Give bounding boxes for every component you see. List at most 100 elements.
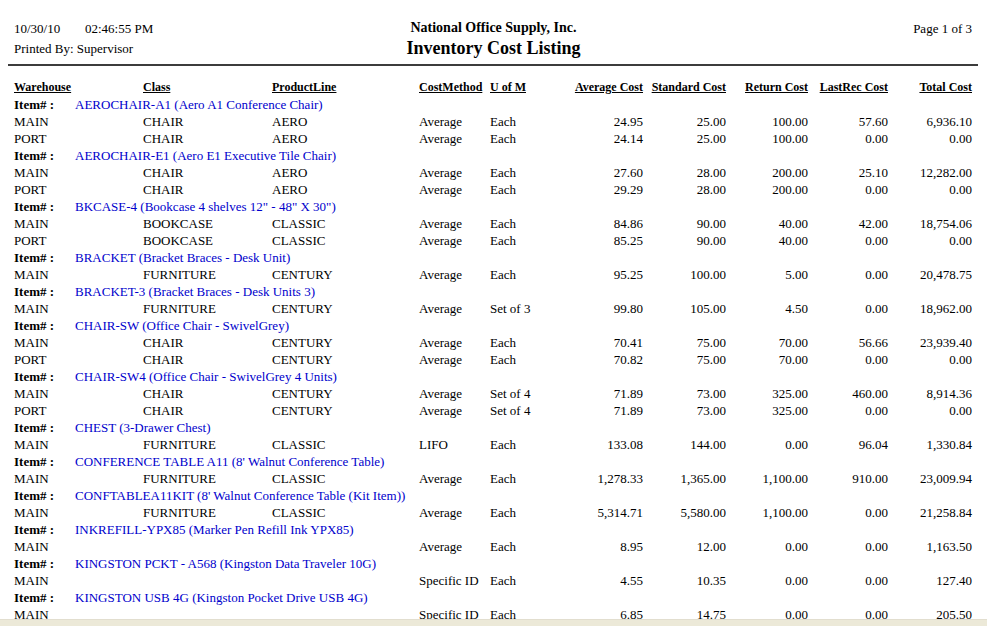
productline-cell: CENTURY [272,351,333,368]
warehouse-cell: PORT [14,130,46,147]
table-row: PORTCHAIRAEROAverageEach29.2928.00200.00… [0,181,987,198]
total-cost-cell: 20,478.75 [860,266,972,283]
column-header-row: Warehouse Class ProductLine CostMethod U… [0,79,987,96]
average-cost-cell: 24.14 [555,130,643,147]
standard-cost-cell: 100.00 [645,266,726,283]
average-cost-cell: 27.60 [555,164,643,181]
class-cell: CHAIR [143,181,183,198]
column-header-class: Class [143,79,170,96]
item-link[interactable]: CHEST (3-Drawer Chest) [75,419,211,436]
productline-cell: CENTURY [272,402,333,419]
average-cost-cell: 4.55 [555,572,643,589]
uofm-cell: Each [490,130,516,147]
table-row: PORTBOOKCASECLASSICAverageEach85.2590.00… [0,232,987,249]
item-number-label: Item# : [14,249,54,266]
class-cell: CHAIR [143,130,183,147]
costmethod-cell: Average [419,130,462,147]
standard-cost-cell: 75.00 [645,334,726,351]
standard-cost-cell: 75.00 [645,351,726,368]
item-link[interactable]: AEROCHAIR-E1 (Aero E1 Executive Tile Cha… [75,147,336,164]
return-cost-cell: 70.00 [728,351,808,368]
total-cost-cell: 0.00 [860,351,972,368]
column-header-uofm: U of M [490,79,526,96]
productline-cell: CLASSIC [272,504,325,521]
item-link[interactable]: BRACKET-3 (Bracket Braces - Desk Units 3… [75,283,315,300]
table-row: PORTCHAIRCENTURYAverageSet of 471.8973.0… [0,402,987,419]
item-header-row: Item# :INKREFILL-YPX85 (Marker Pen Refil… [0,521,987,538]
average-cost-cell: 84.86 [555,215,643,232]
warehouse-cell: MAIN [14,113,49,130]
item-number-label: Item# : [14,198,54,215]
item-header-row: Item# : CHAIR-SW4 (Office Chair - SwivelG… [0,368,987,385]
item-link[interactable]: CHAIR-SW4 (Office Chair - SwivelGrey 4 U… [75,368,337,385]
return-cost-cell: 200.00 [728,181,808,198]
item-header-row: Item# :CHAIR-SW (Office Chair - SwivelGr… [0,317,987,334]
average-cost-cell: 95.25 [555,266,643,283]
standard-cost-cell: 144.00 [645,436,726,453]
productline-cell: AERO [272,181,307,198]
total-cost-cell: 23,009.94 [860,470,972,487]
average-cost-cell: 99.80 [555,300,643,317]
standard-cost-cell: 10.35 [645,572,726,589]
class-cell: FURNITURE [143,300,216,317]
table-row: MAINBOOKCASECLASSICAverageEach84.8690.00… [0,215,987,232]
item-header-row: Item# :CONFTABLEA11KIT (8' Walnut Confer… [0,487,987,504]
return-cost-cell: 0.00 [728,572,808,589]
standard-cost-cell: 90.00 [645,215,726,232]
column-header-average-cost: Average Cost [555,79,643,96]
uofm-cell: Each [490,232,516,249]
item-link[interactable]: CONFTABLEA11KIT (8' Walnut Conference Ta… [75,487,405,504]
item-link[interactable]: BRACKET (Bracket Braces - Desk Unit) [75,249,290,266]
average-cost-cell: 8.95 [555,538,643,555]
column-header-total-cost: Total Cost [860,79,972,96]
warehouse-cell: MAIN [14,538,49,555]
table-row: MAINFURNITURECENTURYAverageSet of 399.80… [0,300,987,317]
standard-cost-cell: 73.00 [645,402,726,419]
class-cell: FURNITURE [143,266,216,283]
return-cost-cell: 1,100.00 [728,504,808,521]
page-indicator: Page 1 of 3 [913,21,972,37]
table-row: MAINCHAIRCENTURYAverageSet of 471.8973.0… [0,385,987,402]
average-cost-cell: 5,314.71 [555,504,643,521]
productline-cell: AERO [272,130,307,147]
uofm-cell: Each [490,504,516,521]
return-cost-cell: 40.00 [728,232,808,249]
item-header-row: Item# :KINGSTON USB 4G (Kingston Pocket … [0,589,987,606]
item-link[interactable]: CHAIR-SW (Office Chair - SwivelGrey) [75,317,289,334]
costmethod-cell: Average [419,300,462,317]
productline-cell: CENTURY [272,266,333,283]
productline-cell: CENTURY [272,334,333,351]
total-cost-cell: 127.40 [860,572,972,589]
class-cell: BOOKCASE [143,215,213,232]
standard-cost-cell: 28.00 [645,181,726,198]
column-header-standard-cost: Standard Cost [645,79,726,96]
item-link[interactable]: BKCASE-4 (Bookcase 4 shelves 12" - 48" X… [75,198,336,215]
total-cost-cell: 18,754.06 [860,215,972,232]
class-cell: FURNITURE [143,436,216,453]
item-link[interactable]: INKREFILL-YPX85 (Marker Pen Refill Ink Y… [75,521,354,538]
item-link[interactable]: AEROCHAIR-A1 (Aero A1 Conference Chair) [75,96,323,113]
item-header-row: Item# : BKCASE-4 (Bookcase 4 shelves 12" … [0,198,987,215]
average-cost-cell: 71.89 [555,402,643,419]
total-cost-cell: 21,258.84 [860,504,972,521]
report-title: Inventory Cost Listing [0,38,987,59]
item-link[interactable]: CONFERENCE TABLE A11 (8' Walnut Conferen… [75,453,384,470]
uofm-cell: Each [490,572,516,589]
total-cost-cell: 18,962.00 [860,300,972,317]
class-cell: FURNITURE [143,504,216,521]
costmethod-cell: Average [419,164,462,181]
warehouse-cell: MAIN [14,334,49,351]
return-cost-cell: 325.00 [728,402,808,419]
table-row: MAINAverageEach8.9512.000.000.001,163.50 [0,538,987,555]
warehouse-cell: MAIN [14,164,49,181]
uofm-cell: Each [490,266,516,283]
warehouse-cell: MAIN [14,266,49,283]
column-header-productline: ProductLine [272,79,336,96]
item-number-label: Item# : [14,147,54,164]
uofm-cell: Each [490,470,516,487]
average-cost-cell: 133.08 [555,436,643,453]
item-number-label: Item# : [14,368,54,385]
warehouse-cell: PORT [14,351,46,368]
item-link[interactable]: KINGSTON USB 4G (Kingston Pocket Drive U… [75,589,368,606]
item-link[interactable]: KINGSTON PCKT - A568 (Kingston Data Trav… [75,555,376,572]
